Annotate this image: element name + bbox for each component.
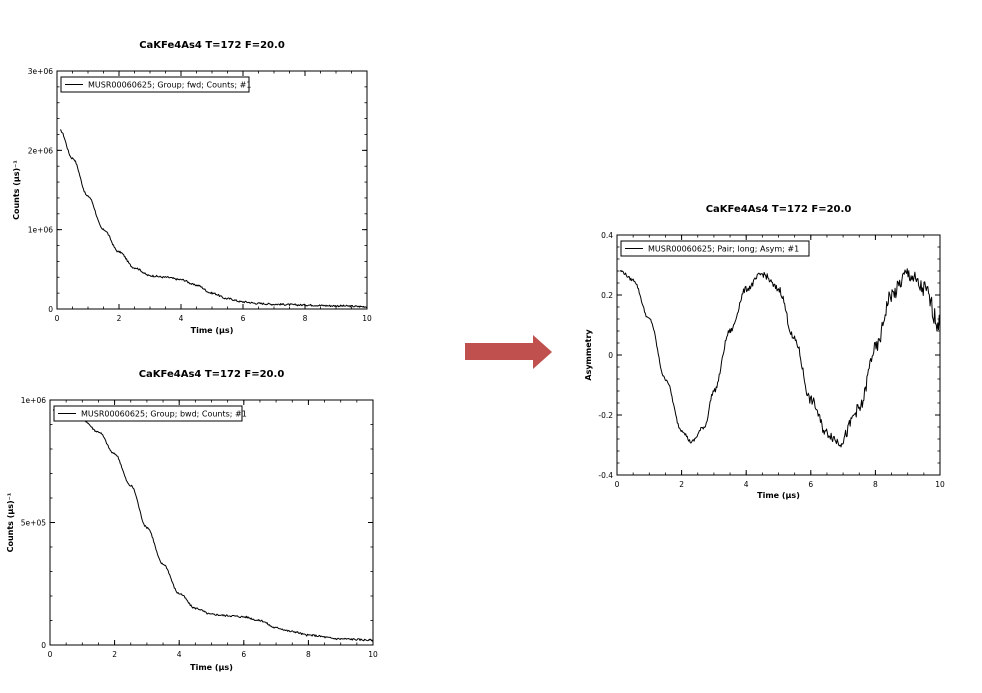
x-axis-label: Time (µs) xyxy=(757,491,800,500)
legend-box xyxy=(60,76,250,93)
plot-frame xyxy=(616,234,941,476)
series-line xyxy=(52,408,374,642)
chart-asymmetry: CaKFe4As4 T=172 F=20.0 0 2 4 6 8 10 -0.4 -0.2 0 0.… xyxy=(584,204,945,500)
y-tick-label: 0.2 xyxy=(601,291,613,300)
chart-fwd-counts: CaKFe4As4 T=172 F=20.0 0 2 4 6 8 10 0 1e+06 2e+06… xyxy=(12,40,372,335)
x-tick-label: 6 xyxy=(808,480,813,489)
chart-title: CaKFe4As4 T=172 F=20.0 xyxy=(139,40,285,51)
x-tick-label: 4 xyxy=(177,650,182,659)
legend-entry: MUSR00060625; Group; fwd; Counts; #1 xyxy=(88,81,251,90)
plot-frame xyxy=(56,70,368,310)
chart-bwd-counts: CaKFe4As4 T=172 F=20.0 0 2 4 6 8 10 0 5e+05 1e+06… xyxy=(6,369,378,672)
x-tick-label: 4 xyxy=(179,314,184,323)
x-tick-label: 10 xyxy=(935,480,945,489)
x-axis-label: Time (µs) xyxy=(190,663,233,672)
y-tick-label: 3e+06 xyxy=(28,67,53,76)
x-tick-label: 10 xyxy=(368,650,378,659)
x-tick-label: 2 xyxy=(117,314,122,323)
y-tick-label: 0 xyxy=(48,305,53,314)
y-tick-label: 5e+05 xyxy=(21,519,46,528)
y-tick-label: 1e+06 xyxy=(28,226,53,235)
y-tick-label: 0.4 xyxy=(601,231,613,240)
x-tick-label: 2 xyxy=(112,650,117,659)
x-tick-label: 8 xyxy=(303,314,308,323)
x-tick-label: 0 xyxy=(615,480,620,489)
x-tick-label: 2 xyxy=(679,480,684,489)
y-axis-label: Counts (µs)⁻¹ xyxy=(12,160,21,220)
chart-title: CaKFe4As4 T=172 F=20.0 xyxy=(706,204,852,215)
legend-box xyxy=(53,405,243,422)
arrow-head xyxy=(533,335,552,369)
y-tick-label: 0 xyxy=(41,641,46,650)
y-tick-label: -0.2 xyxy=(598,411,613,420)
legend-entry: MUSR00060625; Group; bwd; Counts; #1 xyxy=(81,410,247,419)
y-tick-label: 2e+06 xyxy=(28,146,53,155)
x-tick-label: 4 xyxy=(744,480,749,489)
arrow-right-icon xyxy=(465,335,552,369)
y-axis-label: Counts (µs)⁻¹ xyxy=(6,492,15,552)
x-tick-label: 8 xyxy=(306,650,311,659)
x-tick-label: 10 xyxy=(362,314,372,323)
plot-frame xyxy=(49,399,374,646)
legend-box xyxy=(620,240,810,257)
y-tick-label: 0 xyxy=(608,351,613,360)
y-axis-label: Asymmetry xyxy=(584,329,593,381)
x-tick-label: 6 xyxy=(241,314,246,323)
x-axis-label: Time (µs) xyxy=(191,326,234,335)
x-tick-label: 0 xyxy=(55,314,60,323)
y-tick-label: -0.4 xyxy=(598,471,613,480)
series-line xyxy=(619,268,941,448)
y-tick-label: 1e+06 xyxy=(21,396,46,405)
legend-entry: MUSR00060625; Pair; long; Asym; #1 xyxy=(648,245,799,254)
x-tick-label: 6 xyxy=(241,650,246,659)
x-tick-label: 0 xyxy=(48,650,53,659)
series-line xyxy=(59,129,368,308)
arrow-shaft xyxy=(465,343,535,360)
chart-title: CaKFe4As4 T=172 F=20.0 xyxy=(139,369,285,380)
x-tick-label: 8 xyxy=(873,480,878,489)
